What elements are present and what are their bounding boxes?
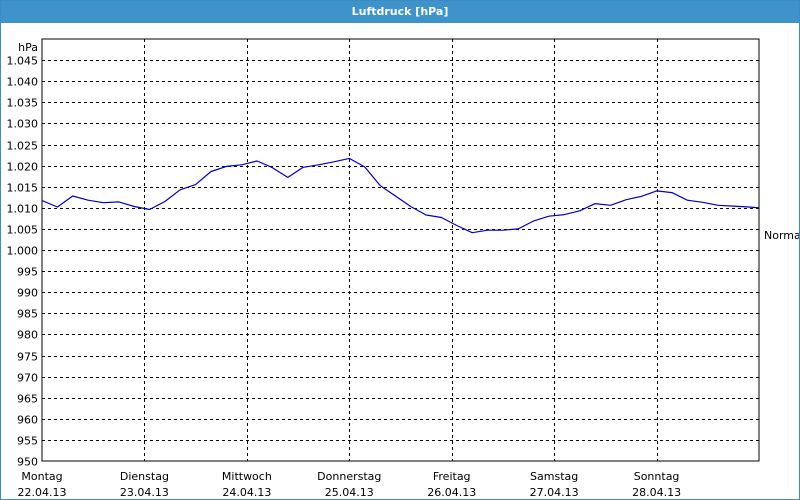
- x-tick-day: Montag: [21, 470, 62, 483]
- y-tick-label: 1.010: [7, 203, 39, 216]
- y-tick-label: 980: [17, 329, 38, 342]
- x-tick-day: Samstag: [530, 470, 578, 483]
- pressure-series-line: [41, 157, 760, 234]
- x-tick-date: 28.04.13: [632, 486, 681, 499]
- y-tick-label: 985: [17, 308, 38, 321]
- y-tick-label: 1.015: [7, 182, 39, 195]
- y-tick-label: 1.035: [7, 97, 39, 110]
- y-tick-label: 1.025: [7, 140, 39, 153]
- x-tick-date: 24.04.13: [222, 486, 271, 499]
- y-tick-label: 1.005: [7, 224, 39, 237]
- y-tick-label: 1.020: [7, 161, 39, 174]
- x-tick-day: Dienstag: [120, 470, 169, 483]
- y-tick-label: 995: [17, 266, 38, 279]
- x-tick-date: 25.04.13: [325, 486, 374, 499]
- x-tick-date: 22.04.13: [18, 486, 67, 499]
- x-tick-day: Freitag: [433, 470, 471, 483]
- plot-frame: [41, 38, 760, 462]
- x-tick-date: 26.04.13: [427, 486, 476, 499]
- y-axis-label: hPa: [18, 41, 38, 54]
- y-tick-label: 970: [17, 372, 38, 385]
- window-title: Luftdruck [hPa]: [1, 1, 799, 23]
- x-tick-day: Donnerstag: [317, 470, 381, 483]
- y-tick-label: 975: [17, 351, 38, 364]
- y-tick-label: 990: [17, 287, 38, 300]
- y-tick-label: 1.000: [7, 245, 39, 258]
- y-tick-label: 965: [17, 393, 38, 406]
- x-tick-date: 27.04.13: [530, 486, 579, 499]
- x-tick-date: 23.04.13: [120, 486, 169, 499]
- y-tick-label: 1.045: [7, 55, 39, 68]
- y-tick-label: 960: [17, 414, 38, 427]
- y-tick-label: 1.040: [7, 76, 39, 89]
- x-tick-day: Sonntag: [634, 470, 680, 483]
- y-tick-label: 955: [17, 435, 38, 448]
- y-tick-label: 1.030: [7, 118, 39, 131]
- y-tick-label: 950: [17, 456, 38, 469]
- x-tick-day: Mittwoch: [222, 470, 272, 483]
- normal-annotation: Normal: [764, 229, 799, 242]
